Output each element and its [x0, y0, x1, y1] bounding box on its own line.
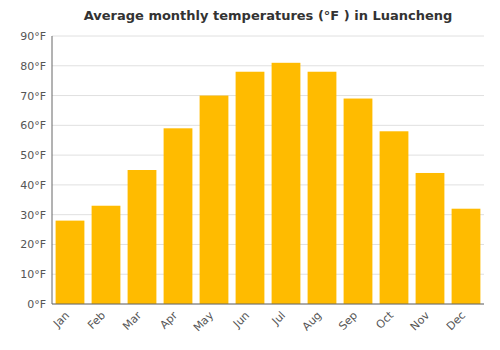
x-tick-label: May: [191, 309, 217, 335]
grid-line: [52, 65, 484, 66]
bar: Apr: [164, 128, 193, 304]
page: {"chart_data": {"type": "bar", "title": …: [0, 0, 500, 350]
x-tick-label: Mar: [120, 309, 144, 333]
y-tick-label: 30°F: [20, 209, 46, 222]
bars: JanFebMarAprMayJunJulAugSepOctNovDec: [56, 63, 481, 304]
bar: Nov: [416, 173, 445, 304]
y-tick-label: 20°F: [20, 238, 46, 251]
y-tick-label: 0°F: [27, 298, 46, 311]
y-tick-label: 90°F: [20, 30, 46, 43]
y-axis-line: [52, 36, 53, 304]
bar: Jul: [272, 63, 301, 304]
y-axis: 0°F 10°F 20°F 30°F 40°F 50°F 60°F 70°F 80°F 90°F: [20, 30, 46, 311]
bar: Aug: [308, 72, 337, 304]
grid-line: [52, 304, 484, 305]
x-tick-label: Sep: [336, 309, 360, 333]
x-tick-label: Jan: [50, 309, 72, 331]
x-axis: Jan Feb Mar Apr May Jun Jul Aug Sep Oct Nov Dec: [50, 308, 468, 334]
y-tick-label: 70°F: [20, 90, 46, 103]
y-tick-label: 40°F: [20, 179, 46, 192]
x-tick-label: Aug: [300, 309, 324, 333]
x-tick-label: Apr: [157, 309, 180, 332]
bar: Oct: [380, 131, 409, 304]
x-tick-label: Jul: [269, 309, 288, 328]
x-axis-line: [52, 304, 484, 305]
chart-container: Average monthly temperatures (°F ) in Lu…: [0, 0, 500, 350]
y-grid: [52, 36, 484, 304]
bar: Dec: [452, 209, 481, 304]
grid-line: [52, 125, 484, 126]
x-tick-label: Jun: [230, 309, 252, 331]
bar: Jun: [236, 72, 265, 304]
title: Average monthly temperatures (°F ) in Lu…: [84, 8, 453, 23]
x-tick-label: Dec: [444, 309, 468, 333]
bar: Feb: [92, 206, 121, 304]
chart-svg: Average monthly temperatures (°F ) in Lu…: [0, 0, 500, 350]
y-tick-label: 50°F: [20, 149, 46, 162]
bar: Sep: [344, 99, 373, 304]
x-tick-label: Feb: [85, 309, 108, 332]
bar: Jan: [56, 221, 85, 304]
y-tick-label: 10°F: [20, 268, 46, 281]
x-tick-label: Nov: [408, 309, 433, 334]
grid-line: [52, 36, 484, 37]
bar: May: [200, 96, 229, 304]
bar: Mar: [128, 170, 157, 304]
grid-line: [52, 95, 484, 96]
x-tick-label: Oct: [373, 308, 396, 331]
y-tick-label: 60°F: [20, 119, 46, 132]
y-tick-label: 80°F: [20, 60, 46, 73]
grid-line: [52, 155, 484, 156]
